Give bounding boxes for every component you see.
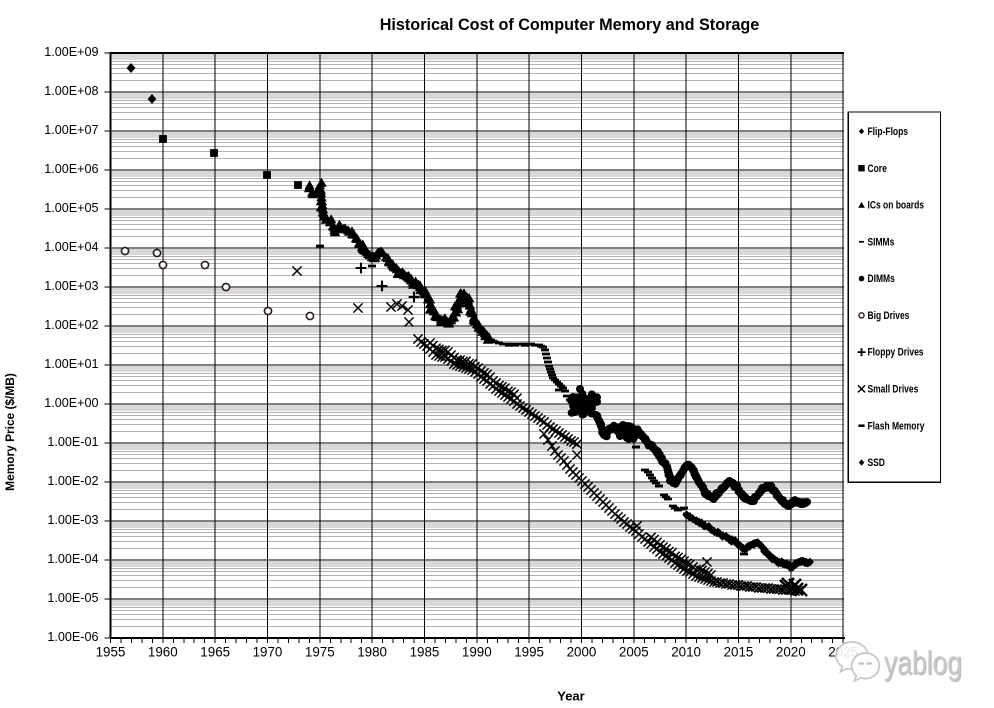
svg-text:1970: 1970 <box>253 645 283 660</box>
svg-text:Big Drives: Big Drives <box>868 310 910 322</box>
svg-text:1.00E+02: 1.00E+02 <box>44 318 98 332</box>
svg-text:1.00E+06: 1.00E+06 <box>44 162 98 176</box>
svg-text:2005: 2005 <box>619 645 649 660</box>
svg-text:1995: 1995 <box>514 645 544 660</box>
svg-text:1.00E+09: 1.00E+09 <box>44 45 98 59</box>
svg-text:1.00E+05: 1.00E+05 <box>44 201 98 215</box>
svg-text:1965: 1965 <box>200 645 230 660</box>
svg-text:2010: 2010 <box>671 645 701 660</box>
svg-text:1960: 1960 <box>148 645 178 660</box>
svg-text:1.00E+03: 1.00E+03 <box>44 279 98 293</box>
svg-text:Flash Memory: Flash Memory <box>868 420 926 432</box>
svg-text:1.00E+04: 1.00E+04 <box>44 240 98 254</box>
svg-text:Memory Price ($/MB): Memory Price ($/MB) <box>3 373 17 491</box>
svg-text:ICs on boards: ICs on boards <box>868 200 925 212</box>
svg-text:Year: Year <box>557 689 584 704</box>
svg-text:Core: Core <box>868 163 887 175</box>
svg-text:yablog: yablog <box>884 644 962 681</box>
svg-text:SSD: SSD <box>868 457 885 469</box>
svg-text:1.00E+01: 1.00E+01 <box>44 357 98 371</box>
svg-text:1.00E+08: 1.00E+08 <box>44 84 98 98</box>
svg-text:1955: 1955 <box>96 645 126 660</box>
svg-text:1.00E-04: 1.00E-04 <box>47 552 98 566</box>
svg-text:1.00E+07: 1.00E+07 <box>44 123 98 137</box>
svg-text:DIMMs: DIMMs <box>868 273 895 285</box>
svg-text:2020: 2020 <box>776 645 806 660</box>
svg-text:Historical Cost of Computer Me: Historical Cost of Computer Memory and S… <box>380 16 760 34</box>
svg-text:1.00E-01: 1.00E-01 <box>47 435 98 449</box>
svg-text:1985: 1985 <box>410 645 440 660</box>
svg-text:2000: 2000 <box>567 645 597 660</box>
svg-text:1980: 1980 <box>357 645 387 660</box>
svg-text:1.00E-06: 1.00E-06 <box>47 630 98 644</box>
svg-text:1990: 1990 <box>462 645 492 660</box>
svg-text:SIMMs: SIMMs <box>868 236 895 248</box>
svg-text:Floppy Drives: Floppy Drives <box>868 347 924 359</box>
svg-text:Small Drives: Small Drives <box>868 384 919 396</box>
svg-text:1.00E+00: 1.00E+00 <box>44 396 98 410</box>
svg-text:Flip-Flops: Flip-Flops <box>868 126 909 138</box>
svg-text:1.00E-05: 1.00E-05 <box>47 591 98 605</box>
svg-text:1.00E-02: 1.00E-02 <box>47 474 98 488</box>
svg-text:2015: 2015 <box>724 645 754 660</box>
svg-text:1975: 1975 <box>305 645 335 660</box>
svg-text:1.00E-03: 1.00E-03 <box>47 513 98 527</box>
